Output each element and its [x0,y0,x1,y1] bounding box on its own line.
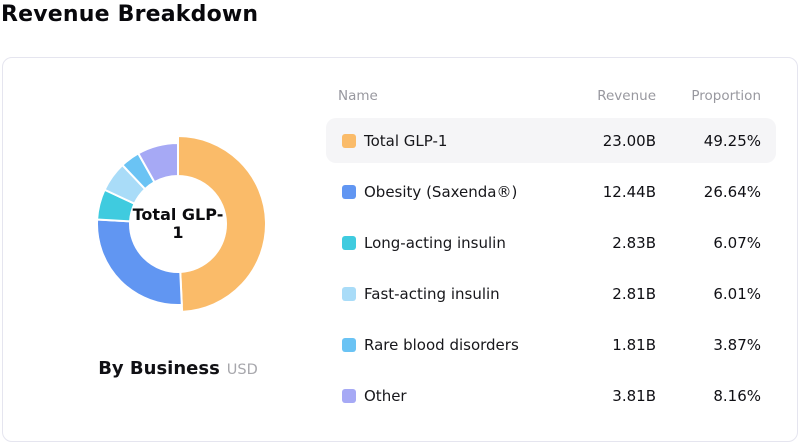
donut-segment-total-glp-1[interactable] [177,135,267,313]
row-name-cell: Obesity (Saxenda®) [326,183,561,201]
row-revenue: 2.81B [612,284,656,303]
row-proportion: 8.16% [713,386,761,405]
row-name-cell: Other [326,387,561,405]
donut-segment-other[interactable] [137,142,179,184]
row-name: Rare blood disorders [364,335,519,354]
row-revenue: 2.83B [612,233,656,252]
row-name: Other [364,386,407,405]
row-revenue: 1.81B [612,335,656,354]
row-proportion: 3.87% [713,335,761,354]
header-revenue: Revenue [597,88,656,104]
breakdown-table: Name Revenue Proportion Total GLP-1 23.0… [326,58,776,424]
row-name-cell: Fast-acting insulin [326,285,561,303]
row-name-cell: Long-acting insulin [326,234,561,252]
row-proportion: 49.25% [703,131,761,150]
chart-caption: By Business USD [3,358,353,379]
table-row[interactable]: Obesity (Saxenda®) 12.44B 26.64% [326,169,776,214]
donut-svg [96,135,267,313]
table-row[interactable]: Rare blood disorders 1.81B 3.87% [326,322,776,367]
header-name: Name [338,88,378,104]
donut-chart: Total GLP-1 [82,128,274,320]
revenue-breakdown-card: Total GLP-1 By Business USD Name Revenue… [2,57,798,442]
row-revenue: 3.81B [612,386,656,405]
row-name-cell: Total GLP-1 [326,132,561,150]
chart-pane: Total GLP-1 By Business USD [3,58,353,441]
table-body: Total GLP-1 23.00B 49.25% Obesity (Saxen… [326,118,776,418]
chart-caption-label: By Business [98,358,220,379]
table-row[interactable]: Other 3.81B 8.16% [326,373,776,418]
row-proportion: 26.64% [703,182,761,201]
donut-segment-obesity-saxenda[interactable] [96,218,183,306]
row-color-swatch-icon [342,337,356,352]
table-header-row: Name Revenue Proportion [326,86,776,106]
row-name: Obesity (Saxenda®) [364,182,518,201]
row-name-cell: Rare blood disorders [326,336,561,354]
row-revenue: 23.00B [602,131,656,150]
row-name: Total GLP-1 [364,131,448,150]
row-color-swatch-icon [342,235,356,250]
row-revenue: 12.44B [602,182,656,201]
row-color-swatch-icon [342,388,356,403]
chart-caption-unit: USD [226,362,258,378]
row-proportion: 6.01% [713,284,761,303]
table-row[interactable]: Total GLP-1 23.00B 49.25% [326,118,776,163]
row-color-swatch-icon [342,286,356,301]
row-name: Fast-acting insulin [364,284,500,303]
row-name: Long-acting insulin [364,233,506,252]
table-row[interactable]: Fast-acting insulin 2.81B 6.01% [326,271,776,316]
table-row[interactable]: Long-acting insulin 2.83B 6.07% [326,220,776,265]
page-title: Revenue Breakdown [1,2,259,27]
row-color-swatch-icon [342,133,356,148]
row-proportion: 6.07% [713,233,761,252]
header-proportion: Proportion [691,88,761,104]
row-color-swatch-icon [342,184,356,199]
